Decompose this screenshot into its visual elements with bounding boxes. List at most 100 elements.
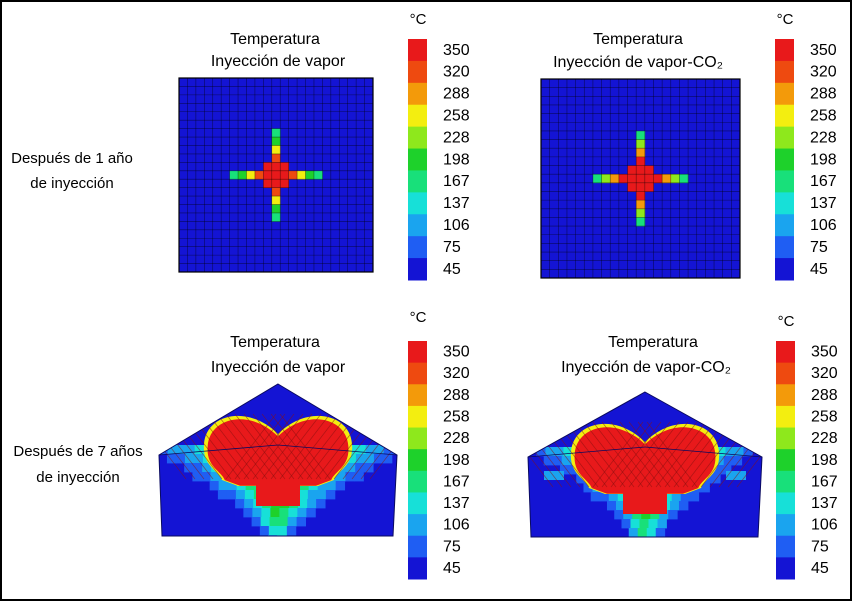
hatch-line <box>592 421 644 488</box>
plume-cell <box>355 454 366 464</box>
plume-cell <box>226 490 237 500</box>
plume-cell <box>712 465 723 475</box>
plume-cell <box>554 447 564 457</box>
plume-cell <box>268 526 279 536</box>
heatmap-border <box>540 78 741 279</box>
colorbar-tick-label: 320 <box>443 64 470 81</box>
heatmap-cell <box>636 139 646 149</box>
heatmap-cell <box>271 204 281 214</box>
heatmap-cell <box>627 174 637 184</box>
plume-cell <box>278 517 289 527</box>
panel-2-subtitle: Inyección de vapor-CO₂ <box>553 54 723 71</box>
colorbar-swatch <box>775 82 794 106</box>
hatch-line <box>261 413 313 480</box>
plume-cell <box>632 510 642 520</box>
plume-cell <box>621 519 631 529</box>
hatch-line <box>565 421 617 488</box>
panel-3-title: Temperatura <box>230 334 320 351</box>
colorbar-tick-label: 288 <box>810 86 837 103</box>
colorbar-tick-label: 258 <box>811 408 838 425</box>
plume-cell <box>373 454 384 464</box>
colorbar-tick-label: 198 <box>443 151 470 168</box>
plume-cell <box>243 508 253 518</box>
plume-cell <box>723 456 734 466</box>
heatmap-cell <box>636 208 646 218</box>
plume-cell <box>364 454 375 464</box>
heatmap-cell <box>618 174 628 184</box>
colorbar-swatch <box>775 192 794 215</box>
heatmap-cell <box>610 174 620 184</box>
colorbar-tick-label: 350 <box>811 344 838 361</box>
colorbar-swatch <box>775 126 794 150</box>
plume-cell <box>251 517 262 527</box>
panel-4-title: Temperatura <box>608 334 698 351</box>
plume-cell <box>307 490 318 500</box>
plume-cell <box>355 463 365 473</box>
colorbar-tick-label: 75 <box>810 239 828 256</box>
hatch-line <box>279 413 331 480</box>
plume-cell <box>374 445 385 455</box>
plume-cell <box>217 490 228 500</box>
hatch-line <box>216 413 268 480</box>
heatmap-cell <box>246 170 256 180</box>
plume-cell <box>235 490 246 500</box>
heatmap-cell <box>653 174 663 184</box>
plume-cell <box>270 508 280 518</box>
colorbar-swatch <box>408 214 427 237</box>
heatmap-cell <box>644 174 654 184</box>
heatmap-cell <box>238 170 247 180</box>
colorbar-swatch <box>775 236 794 259</box>
colorbar-tick-label: 137 <box>443 195 470 212</box>
colorbar-tick-label: 137 <box>811 495 838 512</box>
plume-cell <box>671 492 682 502</box>
plume-cell <box>345 472 355 482</box>
colorbar-tick-label: 45 <box>443 560 461 577</box>
heatmap-cell <box>636 130 646 140</box>
plume-cell <box>617 492 628 502</box>
plume-cell <box>346 463 356 473</box>
plume-cell <box>543 456 554 466</box>
heatmap-panel-3 <box>158 383 398 537</box>
heatmap-cell <box>280 170 289 180</box>
heatmap-cell <box>313 170 323 180</box>
heatmap-cell <box>271 170 281 180</box>
colorbar-tick-label: 167 <box>443 173 470 190</box>
colorbar-tick-label: 75 <box>811 538 829 555</box>
plume-cell <box>561 456 572 466</box>
plume-cell <box>552 456 563 466</box>
colorbar-tick-label: 228 <box>810 129 837 146</box>
heatmap-cell <box>644 182 654 192</box>
heatmap-cell <box>636 148 646 158</box>
colorbar-unit: °C <box>410 11 427 28</box>
hatch-line <box>610 421 662 488</box>
heatmap-panel-1 <box>178 77 374 273</box>
hatch-line <box>252 413 304 480</box>
plume-cell <box>689 492 700 502</box>
plume-cell <box>184 454 195 464</box>
plume-cell <box>159 445 169 455</box>
colorbar-swatch <box>776 470 795 493</box>
plume-cell <box>364 463 374 473</box>
heatmap-cell <box>636 217 646 227</box>
colorbar-tick-label: 75 <box>443 538 461 555</box>
plume-cell <box>354 472 364 482</box>
colorbar-tick-label: 288 <box>443 86 470 103</box>
plume-cell <box>734 447 744 457</box>
colorbar-swatch <box>408 470 427 493</box>
heatmap-cell <box>263 170 273 180</box>
colorbar-tick-label: 320 <box>810 64 837 81</box>
plume-cell <box>657 519 667 529</box>
hatch-line <box>583 421 635 488</box>
heatmap-cell <box>636 182 646 192</box>
plume-cell <box>606 501 617 511</box>
panel-3-subtitle: Inyección de vapor <box>211 359 346 376</box>
colorbar-tick-label: 198 <box>810 151 837 168</box>
heatmap-cell <box>254 170 264 180</box>
plume-cell <box>615 501 626 511</box>
colorbar-tick-label: 320 <box>443 365 470 382</box>
colorbar-swatch <box>775 148 794 171</box>
plume-cell <box>716 447 726 457</box>
plume-cell <box>166 454 177 464</box>
plume-cell <box>641 510 651 520</box>
